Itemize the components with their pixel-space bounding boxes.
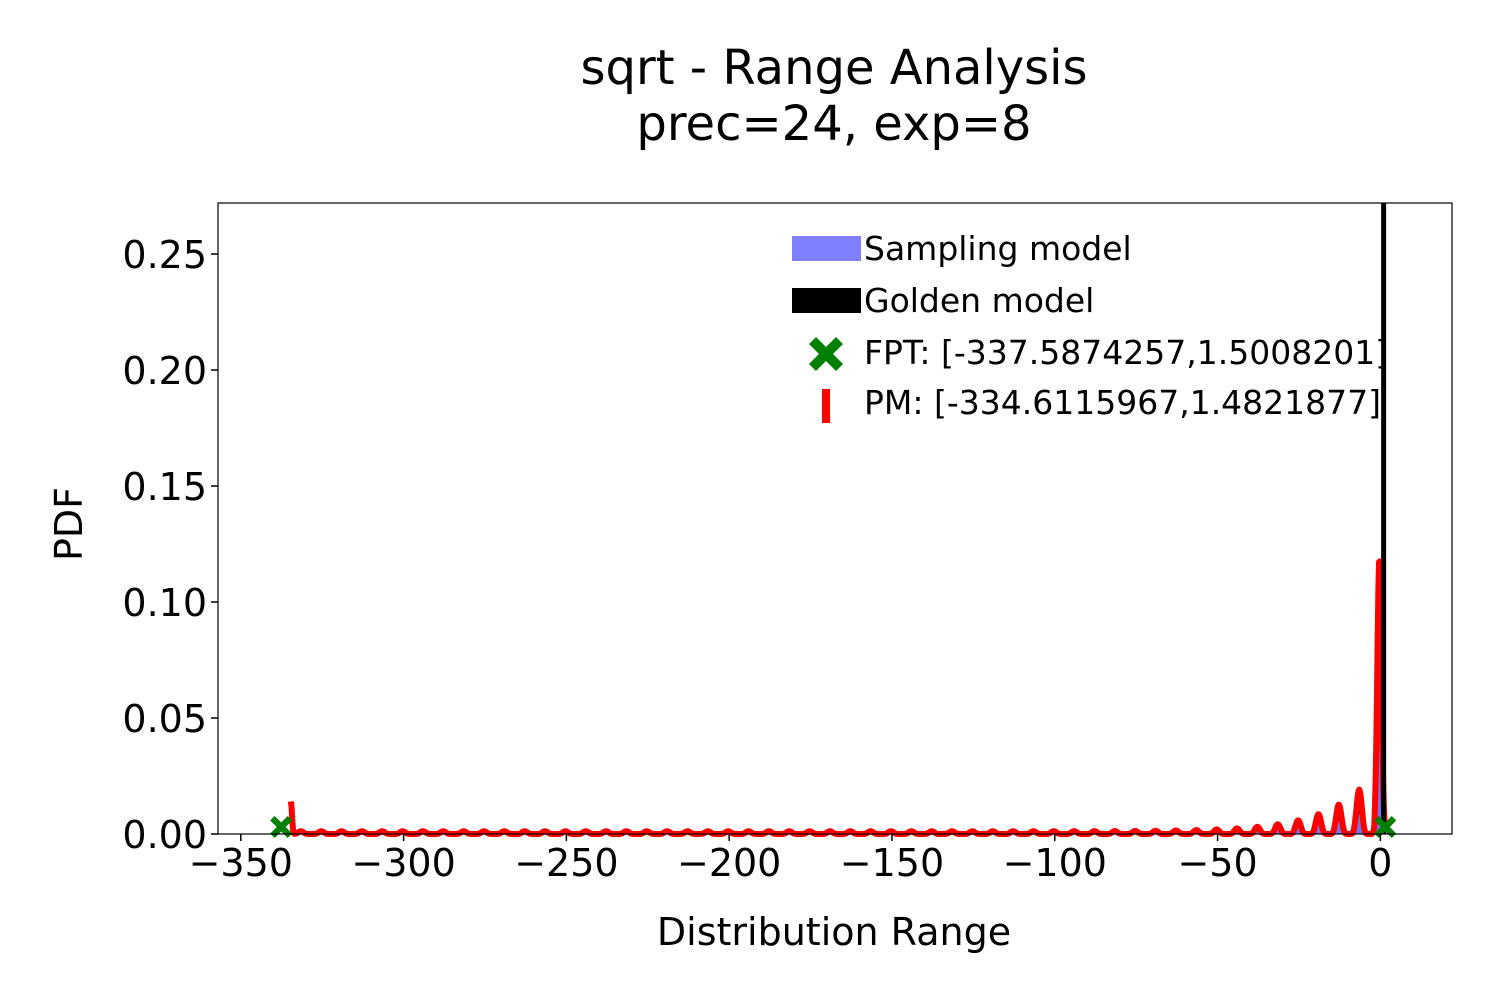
pm-line — [287, 558, 1389, 837]
x-tick-label: −150 — [840, 841, 944, 885]
y-tick-label: 0.25 — [122, 233, 207, 277]
legend-marker-fpt — [809, 337, 843, 371]
y-tick-label: 0.20 — [122, 349, 207, 393]
legend-label-fpt: FPT: [-337.5874257,1.5008201] — [864, 333, 1388, 372]
chart-title: sqrt - Range Analysis — [580, 40, 1087, 96]
x-axis-label: Distribution Range — [657, 910, 1011, 954]
plot-frame — [217, 202, 1453, 835]
legend-swatch-sampling — [792, 236, 861, 261]
y-tick-label: 0.15 — [122, 465, 207, 509]
x-tick-label: −200 — [677, 841, 781, 885]
legend-label-sampling: Sampling model — [864, 229, 1132, 268]
y-tick-label: 0.05 — [122, 697, 207, 741]
legend-label-golden: Golden model — [864, 281, 1094, 320]
legend-label-pm: PM: [-334.6115967,1.4821877] — [864, 383, 1381, 422]
y-tick-label: 0.00 — [122, 813, 207, 857]
x-tick-label: −100 — [1003, 841, 1107, 885]
x-tick-label: −350 — [189, 841, 293, 885]
x-tick-label: −300 — [351, 841, 455, 885]
sampling-model-inner — [290, 710, 1386, 834]
sampling-model-area — [290, 627, 1386, 834]
x-tick-label: −250 — [514, 841, 618, 885]
x-tick-label: 0 — [1368, 841, 1392, 885]
fpt-marker — [1374, 816, 1397, 839]
y-tick-label: 0.10 — [122, 581, 207, 625]
legend-marker-pm — [822, 389, 830, 423]
axes: −350 −300 −250 −200 −150 −100 −50 0 0.00 0.05 0.10… — [122, 233, 1392, 885]
x-tick-label: −50 — [1177, 841, 1257, 885]
legend: Sampling model Golden model FPT: [-337.5… — [792, 229, 1388, 423]
fpt-marker — [270, 816, 293, 839]
y-axis-label: PDF — [47, 487, 91, 561]
legend-swatch-golden — [792, 288, 861, 313]
chart-subtitle: prec=24, exp=8 — [636, 96, 1031, 152]
